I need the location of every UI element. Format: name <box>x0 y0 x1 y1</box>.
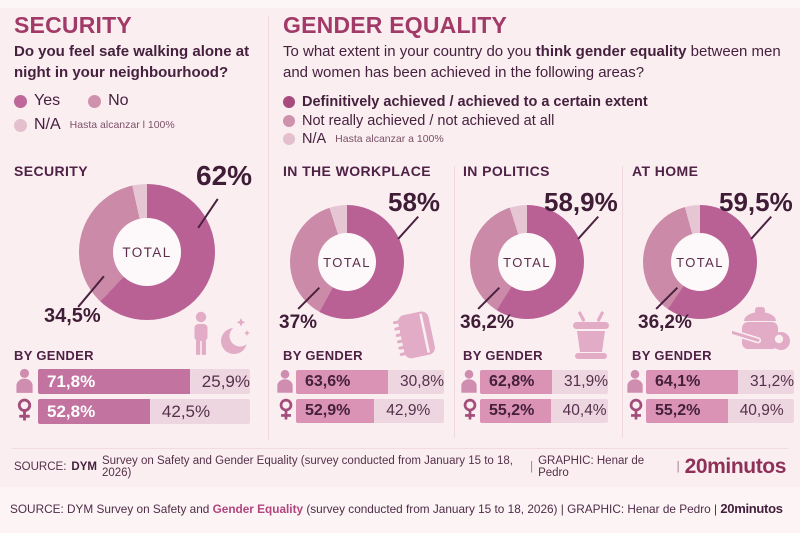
legend-label-achieved: Definitively achieved / achieved to a ce… <box>302 94 648 110</box>
donut-center-label: TOTAL <box>122 244 172 260</box>
value-home-not: 36,2% <box>638 312 692 333</box>
donut-center-label: TOTAL <box>676 254 724 270</box>
bar-politics-women: 55,2% 40,4% <box>480 399 608 423</box>
20minutos-logo-small: 20minutos <box>720 501 783 516</box>
bygender-heading: BY GENDER <box>632 348 712 363</box>
bar-workplace-women: 52,9% 42,9% <box>296 399 444 423</box>
equality-question-bold: think gender equality <box>535 43 687 60</box>
separator: | <box>530 461 534 473</box>
bar-primary-value: 52,8% <box>38 399 150 424</box>
female-icon <box>279 398 293 420</box>
female-icon <box>629 398 643 420</box>
bottom-strip-background <box>0 487 800 533</box>
bar-secondary-value: 40,4% <box>550 399 608 423</box>
bar-primary-value: 52,9% <box>296 399 375 423</box>
male-icon <box>277 369 293 393</box>
20minutos-logo: 20minutos <box>684 455 787 478</box>
bar-primary-value: 55,2% <box>646 399 728 423</box>
legend-dot-no <box>88 94 102 108</box>
source-line-1: SOURCE: DYM Survey on Safety and Gender … <box>14 455 786 479</box>
value-politics-achieved: 58,9% <box>544 187 618 217</box>
bar-workplace-men: 63,6% 30,8% <box>296 370 444 394</box>
value-security-no: 34,5% <box>44 305 101 327</box>
bar-secondary-value: 42,5% <box>149 399 250 424</box>
bar-primary-value: 71,8% <box>38 369 190 394</box>
legend-label-yes: Yes <box>34 92 61 109</box>
person-and-moon-icon <box>194 311 250 355</box>
bar-secondary-value: 25,9% <box>189 369 250 394</box>
equality-question-post: between men and women has been achieved … <box>283 43 781 81</box>
chart-title-security: SECURITY <box>14 163 88 179</box>
bar-secondary-value: 42,9% <box>374 399 444 423</box>
legend-dot-na <box>14 118 27 132</box>
equality-question-pre: To what extent in your country do you <box>283 43 536 60</box>
value-workplace-achieved: 58% <box>388 187 441 217</box>
divider-workplace-politics <box>454 166 455 438</box>
donut-security: TOTAL <box>79 184 215 320</box>
bar-primary-value: 63,6% <box>296 370 389 394</box>
legend-label-na: N/A <box>34 116 61 133</box>
source-text-post: (survey conducted from January 15 to 18,… <box>303 502 721 516</box>
legend-label-na-equality: N/A <box>302 131 327 147</box>
source-dym: DYM <box>71 461 97 473</box>
bygender-heading: BY GENDER <box>463 348 543 363</box>
bar-home-men: 64,1% 31,2% <box>646 370 794 394</box>
legend-label-not-achieved: Not really achieved / not achieved at al… <box>302 113 555 129</box>
chart-title-home: AT HOME <box>632 163 699 179</box>
female-icon <box>17 398 32 421</box>
legend-dot-yes <box>14 94 27 108</box>
legend-note-na-equality: Hasta alcanzar a 100% <box>335 133 444 145</box>
source-highlight: Gender Equality <box>212 502 304 516</box>
male-icon <box>627 369 643 393</box>
bar-secondary-value: 31,2% <box>738 370 794 394</box>
bar-primary-value: 62,8% <box>480 370 553 394</box>
source-text: Survey on Safety and Gender Equality (su… <box>101 455 514 479</box>
female-icon <box>463 398 477 420</box>
donut-politics: TOTAL <box>470 205 584 319</box>
legend-dot-achieved <box>283 96 295 108</box>
donut-center-label: TOTAL <box>323 254 371 270</box>
value-workplace-not: 37% <box>279 312 318 333</box>
chart-title-politics: IN POLITICS <box>463 163 550 179</box>
source-label: SOURCE: <box>14 461 67 473</box>
divider-security-equality <box>268 16 269 440</box>
male-icon <box>16 368 33 393</box>
notebook-icon <box>392 311 435 359</box>
male-icon <box>461 369 477 393</box>
chart-title-workplace: IN THE WORKPLACE <box>283 163 431 179</box>
divider-footer <box>12 448 788 449</box>
security-title: SECURITY <box>14 12 132 38</box>
donut-center-label: TOTAL <box>503 254 551 270</box>
legend-dot-not-achieved <box>283 115 295 127</box>
cooking-pot-icon <box>732 307 790 350</box>
bar-secondary-value: 31,9% <box>552 370 608 394</box>
bygender-heading: BY GENDER <box>283 348 363 363</box>
graphic-credit: GRAPHIC: Henar de Pedro <box>538 455 645 479</box>
source-line-2: SOURCE: DYM Survey on Safety and Gender … <box>10 501 794 516</box>
bar-secondary-value: 30,8% <box>388 370 444 394</box>
security-question: Do you feel safe walking alone at night … <box>14 43 250 81</box>
bar-security-women: 52,8% 42,5% <box>38 399 250 424</box>
bar-home-women: 55,2% 40,9% <box>646 399 794 423</box>
separator: | <box>676 461 680 473</box>
bar-politics-men: 62,8% 31,9% <box>480 370 608 394</box>
donut-workplace: TOTAL <box>290 205 404 319</box>
legend-label-no: No <box>108 92 129 109</box>
value-home-achieved: 59,5% <box>719 187 793 217</box>
ballot-box-icon <box>573 311 609 359</box>
legend-dot-na-equality <box>283 133 295 145</box>
bar-primary-value: 64,1% <box>646 370 739 394</box>
bar-secondary-value: 40,9% <box>727 399 794 423</box>
bar-security-men: 71,8% 25,9% <box>38 369 250 394</box>
bar-primary-value: 55,2% <box>480 399 551 423</box>
value-security-yes: 62% <box>196 160 253 191</box>
equality-question: To what extent in your country do you th… <box>283 42 788 83</box>
value-politics-not: 36,2% <box>460 312 514 333</box>
equality-title: GENDER EQUALITY <box>283 12 508 38</box>
bygender-heading: BY GENDER <box>14 348 94 363</box>
source-text-pre: SOURCE: DYM Survey on Safety and <box>10 502 213 516</box>
divider-politics-home <box>622 166 623 438</box>
legend-note-na: Hasta alcanzar l 100% <box>69 119 175 131</box>
